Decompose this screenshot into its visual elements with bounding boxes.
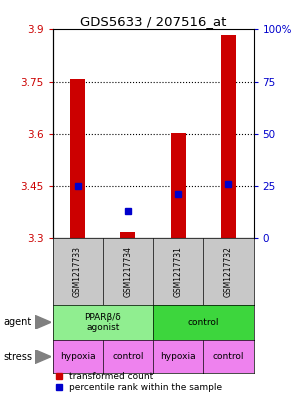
- Bar: [120, 232, 135, 238]
- Bar: [171, 133, 186, 238]
- Text: agent: agent: [3, 317, 31, 327]
- Text: control: control: [213, 352, 244, 361]
- Text: transformed count: transformed count: [69, 372, 153, 381]
- Text: percentile rank within the sample: percentile rank within the sample: [69, 383, 222, 391]
- Text: hypoxia: hypoxia: [160, 352, 196, 361]
- Text: GSM1217732: GSM1217732: [224, 246, 233, 297]
- Polygon shape: [34, 315, 51, 329]
- Text: PPARβ/δ
agonist: PPARβ/δ agonist: [84, 312, 121, 332]
- Text: GSM1217733: GSM1217733: [73, 246, 82, 297]
- Text: stress: stress: [3, 352, 32, 362]
- Polygon shape: [34, 350, 51, 364]
- Bar: [70, 79, 85, 238]
- Title: GDS5633 / 207516_at: GDS5633 / 207516_at: [80, 15, 226, 28]
- Bar: [221, 35, 236, 238]
- Text: hypoxia: hypoxia: [60, 352, 95, 361]
- Text: control: control: [188, 318, 219, 327]
- Text: control: control: [112, 352, 144, 361]
- Text: GSM1217734: GSM1217734: [123, 246, 132, 297]
- Text: GSM1217731: GSM1217731: [174, 246, 183, 297]
